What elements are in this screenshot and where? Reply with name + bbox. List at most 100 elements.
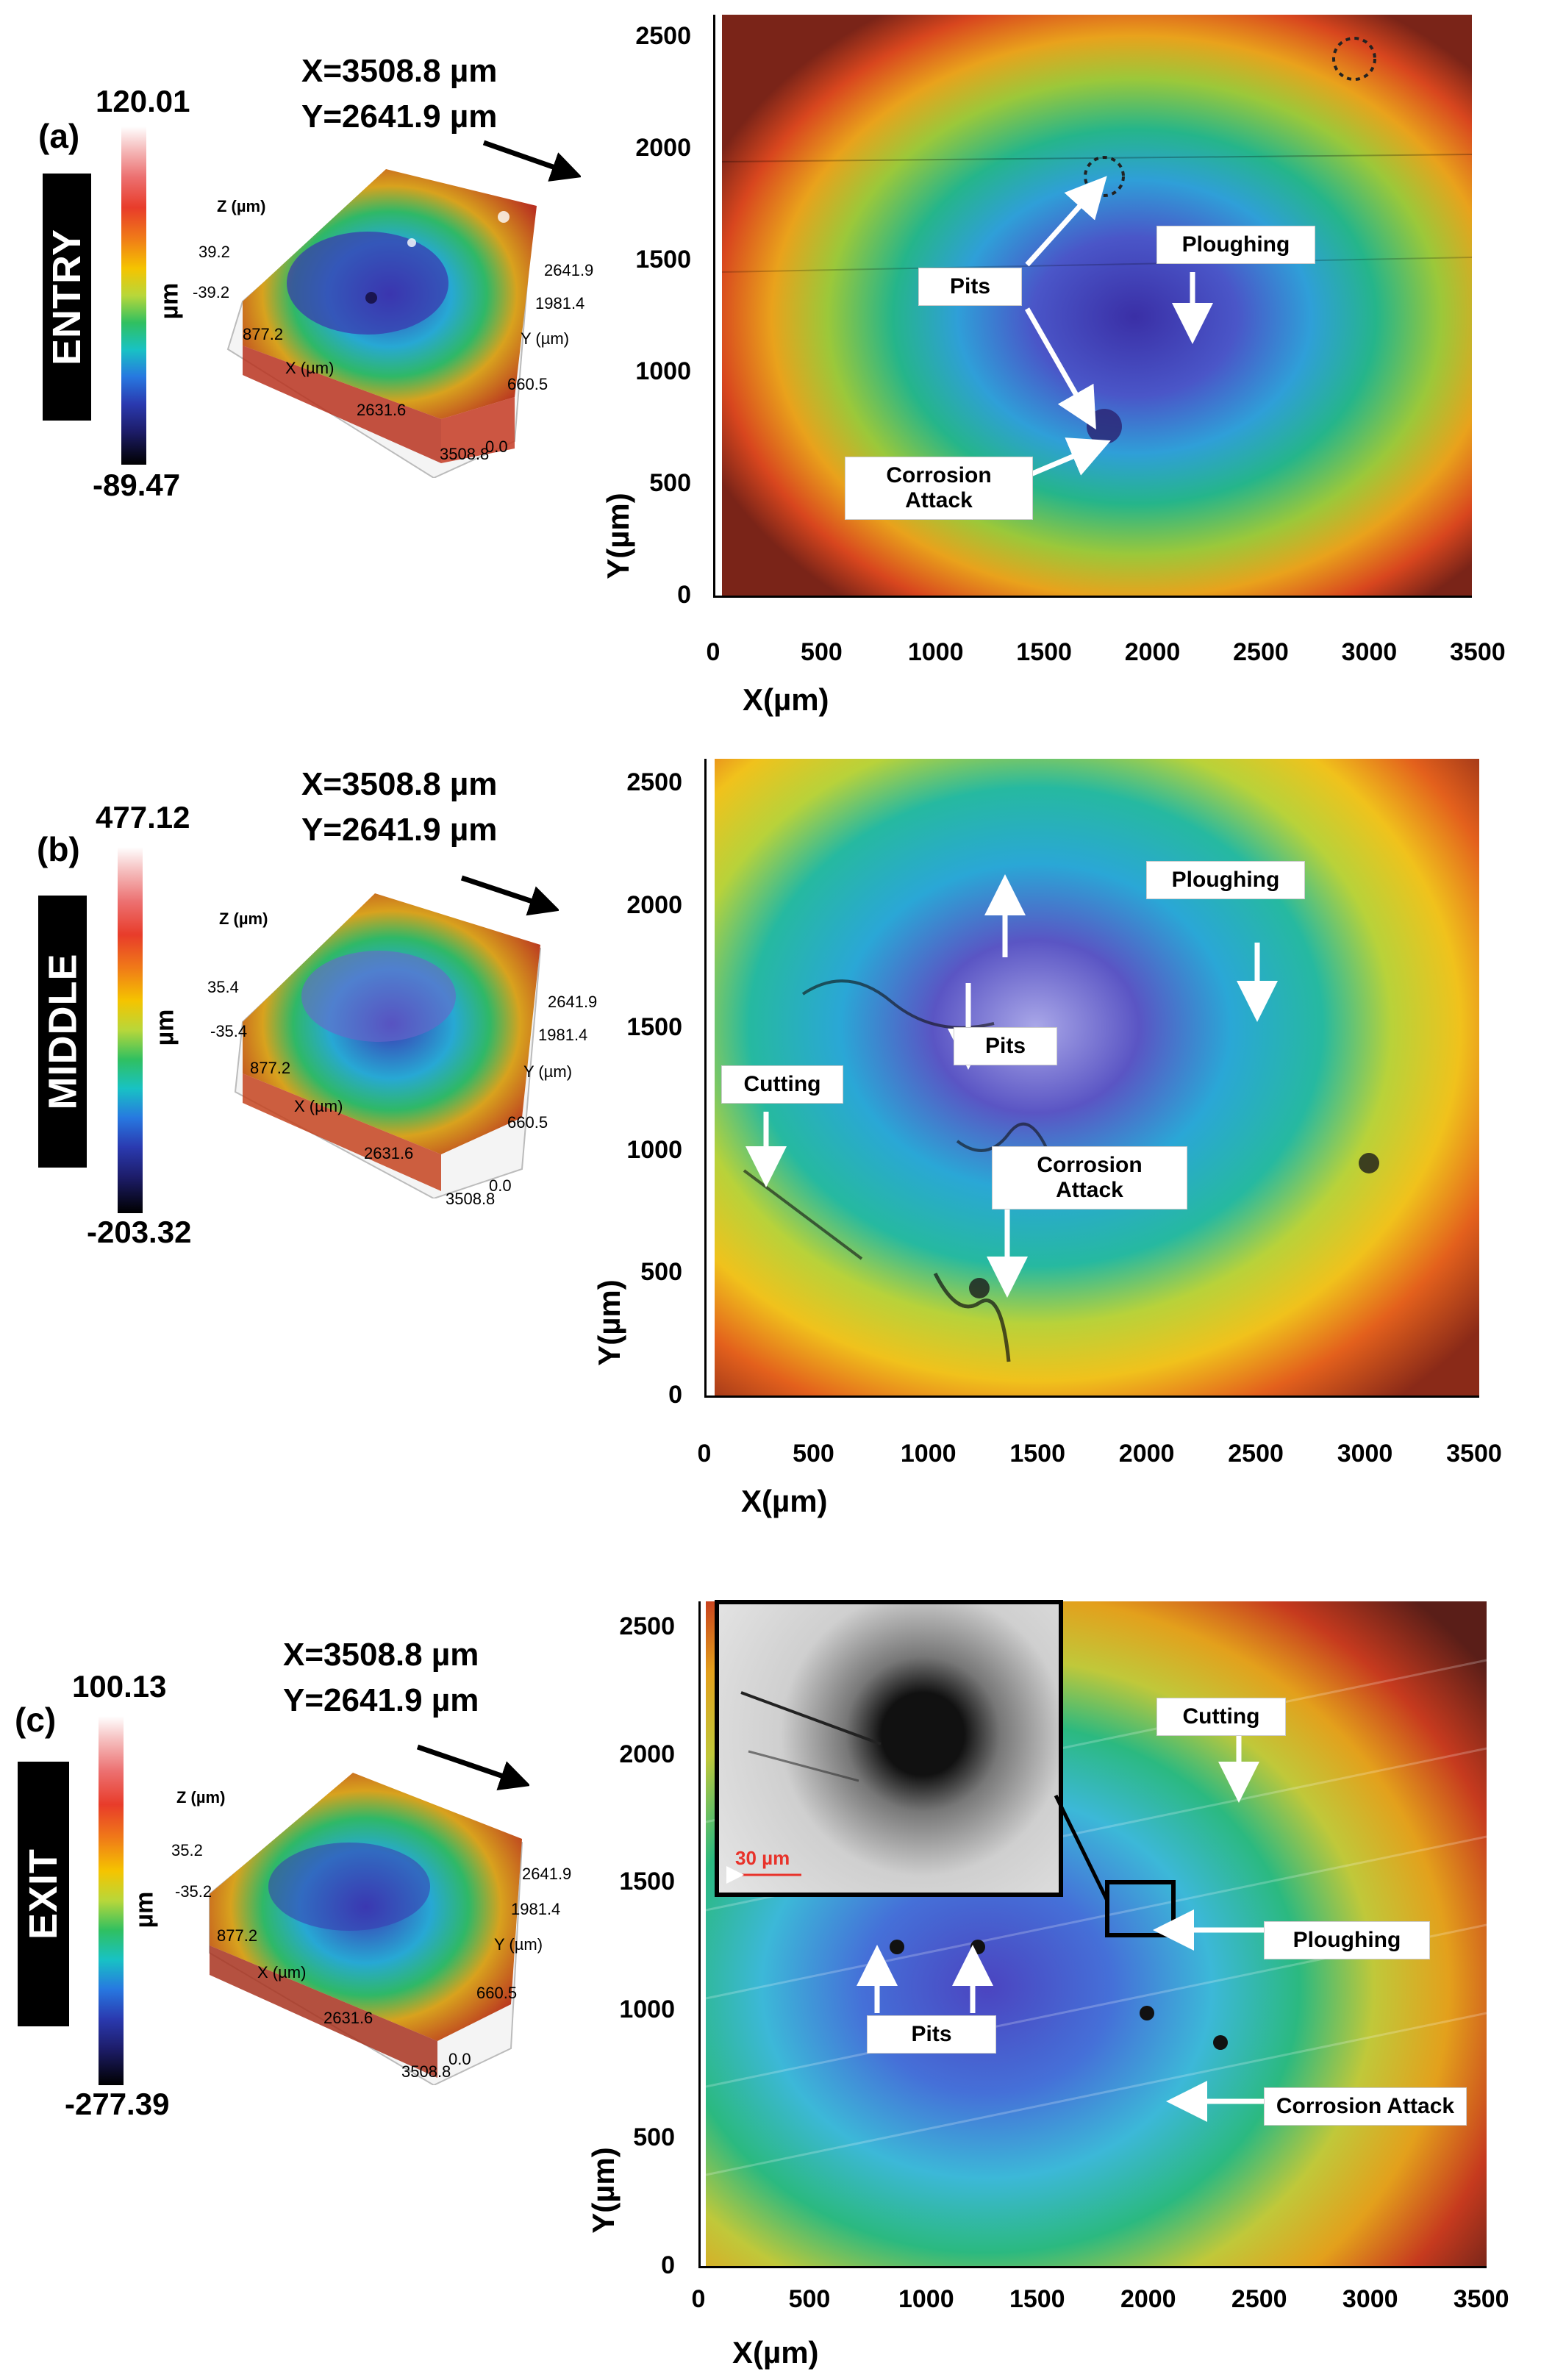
x-axis-label: X (µm)	[257, 1963, 307, 1981]
x-tick-3: 3508.8	[446, 1190, 496, 1208]
y-axis-label-3d: Y (µm)	[523, 1062, 573, 1081]
coord-readout: X=3508.8 µm Y=2641.9 µm	[283, 1632, 479, 1723]
y-axis-title: Y(µm)	[600, 493, 635, 579]
panel-letter: (b)	[37, 830, 80, 868]
x-tick-label: 3000	[1342, 2285, 1398, 2313]
colorbar-max: 100.13	[72, 1669, 167, 1704]
annotation-arrows	[1024, 176, 1213, 477]
x-tick-label: 2500	[1231, 2285, 1287, 2313]
colorbar-unit: µm	[130, 1891, 159, 1929]
label-ploughing: Ploughing	[1147, 862, 1304, 898]
section-label-text: EXIT	[21, 1848, 65, 1940]
y-tick-label: 0	[661, 2251, 675, 2279]
x-tick-label: 3500	[1453, 2285, 1509, 2313]
coord-x: X=3508.8 µm	[283, 1637, 479, 1673]
x-tick-1: 877.2	[243, 325, 284, 343]
x-tick-label: 2000	[1124, 638, 1181, 666]
colorbar	[99, 1716, 124, 2085]
y-tick-3: 660.5	[476, 1984, 518, 2002]
y-tick-2: 1981.4	[511, 1900, 561, 1918]
inset-micrograph: 30 µm	[715, 1600, 1063, 1897]
y-tick-label: 1000	[635, 357, 691, 386]
y-tick-label: 2000	[635, 134, 691, 162]
section-label: MIDDLE	[38, 896, 87, 1168]
y-tick-label: 2000	[619, 1740, 675, 1768]
x-tick-label: 3500	[1450, 638, 1506, 666]
y-axis-title: Y(µm)	[591, 1279, 626, 1366]
x-tick-label: 3500	[1446, 1440, 1502, 1468]
coord-y: Y=2641.9 µm	[301, 812, 498, 848]
colorbar-min: -203.32	[87, 1215, 192, 1249]
y-tick-label: 2500	[619, 1612, 675, 1640]
section-label: ENTRY	[43, 174, 91, 421]
z-axis-label: Z (µm)	[217, 197, 266, 215]
y-tick-label: 0	[668, 1381, 682, 1409]
x-axis	[713, 596, 1472, 598]
colorbar-unit: µm	[155, 282, 184, 320]
section-label-text: ENTRY	[45, 228, 90, 366]
y-tick-label: 500	[649, 469, 691, 498]
x-tick-label: 500	[801, 638, 843, 666]
z-axis-label: Z (µm)	[176, 1788, 226, 1807]
y-axis-label-3d: Y (µm)	[494, 1935, 543, 1954]
y-tick-label: 2500	[635, 22, 691, 51]
x-tick-label: 0	[697, 1440, 712, 1468]
surface-3d-plot	[234, 893, 542, 1198]
y-tick-label: 2500	[626, 768, 682, 797]
section-label: EXIT	[18, 1762, 69, 2026]
colorbar	[121, 126, 146, 465]
panel-letter: (c)	[15, 1701, 57, 1739]
x-axis	[704, 1396, 1479, 1398]
label-pits: Pits	[919, 268, 1021, 305]
y-tick-4: 0.0	[448, 2050, 471, 2068]
x-tick-label: 2000	[1118, 1440, 1175, 1468]
y-tick-label: 500	[640, 1258, 682, 1287]
y-tick-1: 2641.9	[544, 261, 594, 279]
label-cutting: Cutting	[722, 1066, 843, 1103]
coord-x: X=3508.8 µm	[301, 766, 498, 802]
panel-exit: (c) EXIT 100.13 µm -277.39 X=3508.8 µm Y…	[0, 1573, 1541, 2380]
y-tick-4: 0.0	[489, 1176, 512, 1195]
x-axis-title: X(µm)	[743, 682, 829, 717]
x-tick-2: 2631.6	[357, 401, 407, 419]
z-tick-hi: 39.2	[199, 243, 230, 261]
y-tick-label: 1500	[626, 1013, 682, 1042]
colorbar-max: 477.12	[96, 800, 190, 835]
coord-x: X=3508.8 µm	[301, 53, 498, 89]
y-tick-1: 2641.9	[548, 993, 598, 1011]
x-tick-label: 1500	[1009, 1440, 1065, 1468]
y-tick-1: 2641.9	[522, 1865, 572, 1883]
x-tick-label: 1000	[898, 2285, 954, 2313]
z-tick-hi: 35.2	[171, 1841, 203, 1859]
x-tick-label: 0	[706, 638, 721, 666]
x-tick-3: 3508.8	[440, 445, 490, 463]
y-tick-3: 660.5	[507, 1113, 548, 1132]
z-axis-label: Z (µm)	[219, 910, 268, 928]
x-tick-label: 1500	[1009, 2285, 1065, 2313]
panel-middle: (b) MIDDLE 477.12 µm -203.32 X=3508.8 µm…	[0, 735, 1541, 1544]
x-tick-1: 877.2	[250, 1059, 291, 1077]
y-tick-label: 1000	[619, 1995, 675, 2024]
x-tick-label: 1000	[900, 1440, 957, 1468]
x-tick-label: 1000	[907, 638, 964, 666]
pointer-arrow	[416, 1744, 529, 1791]
pointer-arrow	[460, 875, 559, 916]
y-axis	[704, 759, 707, 1397]
x-axis-label: X (µm)	[285, 359, 335, 377]
inset-scale-label: 30 µm	[735, 1847, 790, 1869]
x-tick-label: 3000	[1341, 638, 1398, 666]
y-tick-label: 2000	[626, 890, 682, 919]
colorbar-min: -277.39	[65, 2087, 170, 2121]
y-tick-2: 1981.4	[535, 294, 585, 312]
y-tick-3: 660.5	[507, 375, 548, 393]
x-tick-label: 3000	[1337, 1440, 1393, 1468]
y-tick-2: 1981.4	[538, 1026, 588, 1044]
coord-readout: X=3508.8 µm Y=2641.9 µm	[301, 762, 497, 853]
colorbar-max: 120.01	[96, 84, 190, 118]
y-axis-title: Y(µm)	[585, 2147, 621, 2234]
z-tick-lo: -39.2	[193, 283, 230, 301]
z-tick-lo: -35.4	[210, 1022, 248, 1040]
label-cutting: Cutting	[1157, 1698, 1285, 1735]
x-tick-1: 877.2	[217, 1926, 258, 1945]
y-tick-label: 0	[677, 581, 691, 609]
